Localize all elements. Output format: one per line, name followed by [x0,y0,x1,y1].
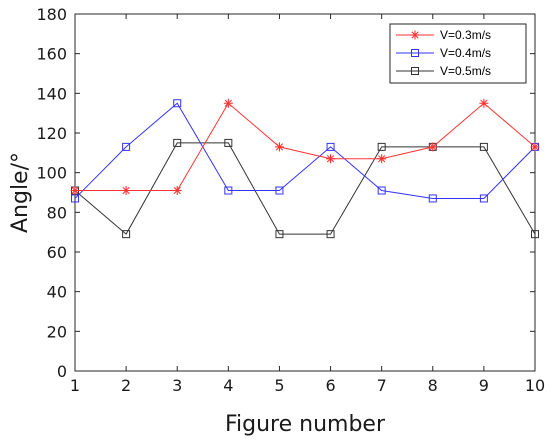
data-point [223,98,233,108]
data-point [428,142,438,152]
data-point [479,142,488,151]
legend-item: V=0.4m/s [396,46,491,60]
y-tick-label: 80 [47,203,67,222]
legend-swatch-marker [410,30,420,40]
legend-swatch-marker [411,49,419,57]
y-tick-label: 100 [36,164,67,183]
x-tick-label: 10 [525,376,545,395]
x-tick-label: 8 [428,376,438,395]
data-point [377,154,387,164]
legend-label: V=0.4m/s [440,46,491,60]
data-point [479,194,488,203]
data-point [428,194,437,203]
series-line [74,142,536,235]
data-point [479,98,489,108]
data-point [274,142,284,152]
x-axis-title: Figure number [225,412,386,437]
data-point [326,154,336,164]
x-tick-label: 3 [172,376,182,395]
data-point [326,230,335,239]
data-point [122,142,131,151]
series-3 [71,138,539,239]
legend-label: V=0.3m/s [440,28,491,42]
x-tick-label: 2 [121,376,131,395]
series-layer [70,98,540,239]
data-point [275,186,284,195]
legend-label: V=0.5m/s [440,64,491,78]
x-tick-label: 1 [70,376,80,395]
data-point [122,230,131,239]
y-tick-label: 160 [36,45,67,64]
y-tick-label: 140 [36,84,67,103]
data-point [172,186,182,196]
data-point [224,186,233,195]
data-point [173,99,182,108]
series-line [74,102,536,199]
y-tick-label: 120 [36,124,67,143]
legend-swatch-marker [411,67,419,75]
legend: V=0.3m/s V=0.4m/s V=0.5m/s [389,23,527,84]
x-tick-label: 9 [479,376,489,395]
series-line [75,102,536,192]
data-point [173,138,182,147]
y-tick-label: 0 [57,362,67,381]
data-point [377,142,386,151]
x-tick-label: 5 [274,376,284,395]
y-tick-label: 40 [47,283,67,302]
data-point [70,186,80,196]
data-point [121,186,131,196]
data-point [326,142,335,151]
data-point [275,230,284,239]
y-tick-label: 20 [47,322,67,341]
legend-item: V=0.5m/s [396,64,491,78]
x-tick-label: 4 [223,376,233,395]
x-tick-label: 7 [377,376,387,395]
x-tick-label: 6 [325,376,335,395]
legend-item: V=0.3m/s [396,28,491,42]
data-point [531,230,539,239]
data-point [377,186,386,195]
y-tick-label: 180 [36,5,67,24]
data-point [224,138,233,147]
series-1 [70,98,540,196]
data-point [530,142,540,152]
y-axis-title: Angle/° [8,152,33,233]
y-tick-label: 60 [47,243,67,262]
